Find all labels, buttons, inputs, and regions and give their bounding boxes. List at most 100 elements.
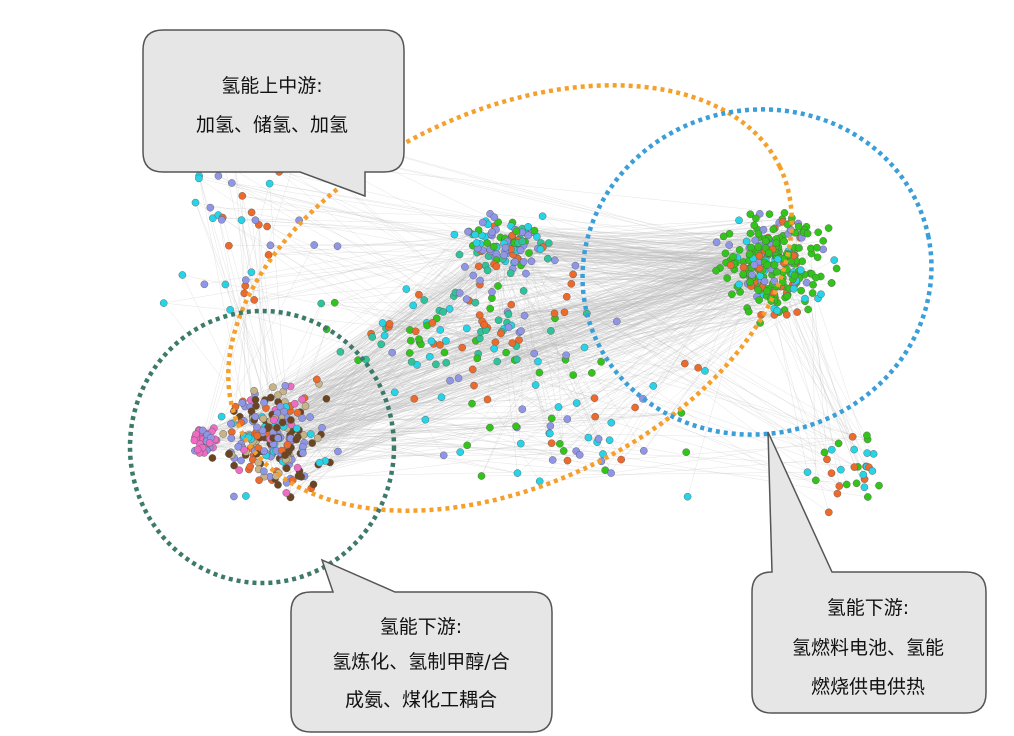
network-node [864, 493, 872, 501]
network-node [755, 251, 764, 260]
network-node [544, 254, 552, 263]
network-node [814, 228, 823, 237]
network-edge [602, 453, 868, 498]
network-node [469, 271, 478, 280]
network-node [377, 340, 386, 349]
network-node [712, 266, 720, 275]
network-edge [774, 314, 867, 467]
network-node [491, 338, 500, 347]
network-node [490, 213, 499, 221]
network-edge [511, 225, 727, 263]
network-edge [518, 217, 792, 245]
network-node [318, 423, 326, 432]
network-edge [218, 175, 456, 293]
network-node [455, 250, 464, 259]
network-node [500, 251, 508, 259]
network-node [294, 472, 303, 480]
network-node [547, 327, 555, 335]
network-node [827, 469, 836, 478]
network-node [739, 270, 748, 278]
network-node [859, 470, 868, 479]
network-edge [554, 318, 564, 451]
network-node [240, 289, 249, 298]
network-edge [537, 248, 760, 301]
network-node [530, 226, 539, 235]
network-node [440, 348, 449, 357]
network-edge [231, 182, 523, 229]
network-node [368, 333, 377, 341]
network-edge [274, 342, 496, 424]
network-node [535, 477, 544, 486]
network-edge [576, 450, 867, 467]
callout-downstream-right-title: 氢能下游: [827, 597, 909, 619]
network-node [812, 476, 820, 485]
network-node [735, 280, 743, 289]
network-node [835, 482, 844, 490]
network-node [754, 229, 763, 238]
network-node [723, 274, 732, 282]
network-node [752, 214, 760, 223]
network-node [442, 358, 451, 367]
network-edge [292, 425, 551, 431]
network-edge [490, 213, 785, 242]
callout-downstream-right: 氢能下游: 氢燃料电池、氢能 燃烧供电供热 [751, 431, 987, 714]
network-node [518, 237, 527, 246]
callout-upstream-box [142, 29, 405, 198]
network-node [274, 391, 282, 400]
network-node [159, 299, 168, 307]
network-node [293, 424, 301, 433]
network-node [834, 439, 843, 448]
network-node [761, 237, 770, 245]
network-node [530, 349, 539, 358]
network-node [446, 376, 454, 385]
network-edge [563, 294, 775, 452]
network-node [255, 476, 263, 485]
network-edge [429, 324, 484, 357]
network-node [282, 489, 291, 497]
network-node [306, 413, 314, 421]
network-node [517, 439, 525, 448]
network-edge [290, 355, 567, 479]
fuel-cell-cluster-outline [580, 107, 934, 437]
network-node [260, 398, 268, 407]
network-node [247, 407, 256, 416]
network-edge [329, 286, 785, 463]
network-node [225, 241, 233, 250]
network-node [508, 339, 517, 347]
network-edge [285, 250, 483, 386]
network-node [306, 430, 315, 438]
network-node [252, 402, 260, 410]
network-node [765, 248, 773, 257]
network-node [527, 257, 536, 266]
network-edge [522, 277, 728, 410]
network-node [802, 278, 811, 287]
network-node [682, 448, 691, 457]
network-node [406, 336, 415, 345]
network-node [237, 456, 245, 465]
network-edge [493, 246, 706, 372]
network-node [875, 481, 883, 490]
network-node [571, 261, 580, 270]
network-node [488, 288, 496, 296]
network-node [490, 344, 498, 353]
network-node [852, 479, 861, 488]
network-node [797, 266, 805, 274]
network-node [590, 394, 599, 403]
network-node [298, 395, 306, 404]
network-edge [267, 226, 505, 330]
network-node [827, 279, 836, 287]
network-edge [292, 427, 490, 481]
network-node [474, 262, 483, 271]
network-node [274, 481, 282, 489]
callout-downstream-right-body-2: 燃烧供电供热 [811, 676, 925, 698]
network-node [538, 212, 547, 220]
network-node [748, 270, 756, 279]
network-edge [302, 250, 756, 450]
network-edge [523, 229, 791, 262]
network-node [317, 299, 326, 308]
network-edge [460, 451, 880, 486]
network-node [770, 277, 779, 286]
network-node [591, 412, 600, 421]
network-node [439, 451, 448, 460]
network-edge [319, 254, 789, 463]
